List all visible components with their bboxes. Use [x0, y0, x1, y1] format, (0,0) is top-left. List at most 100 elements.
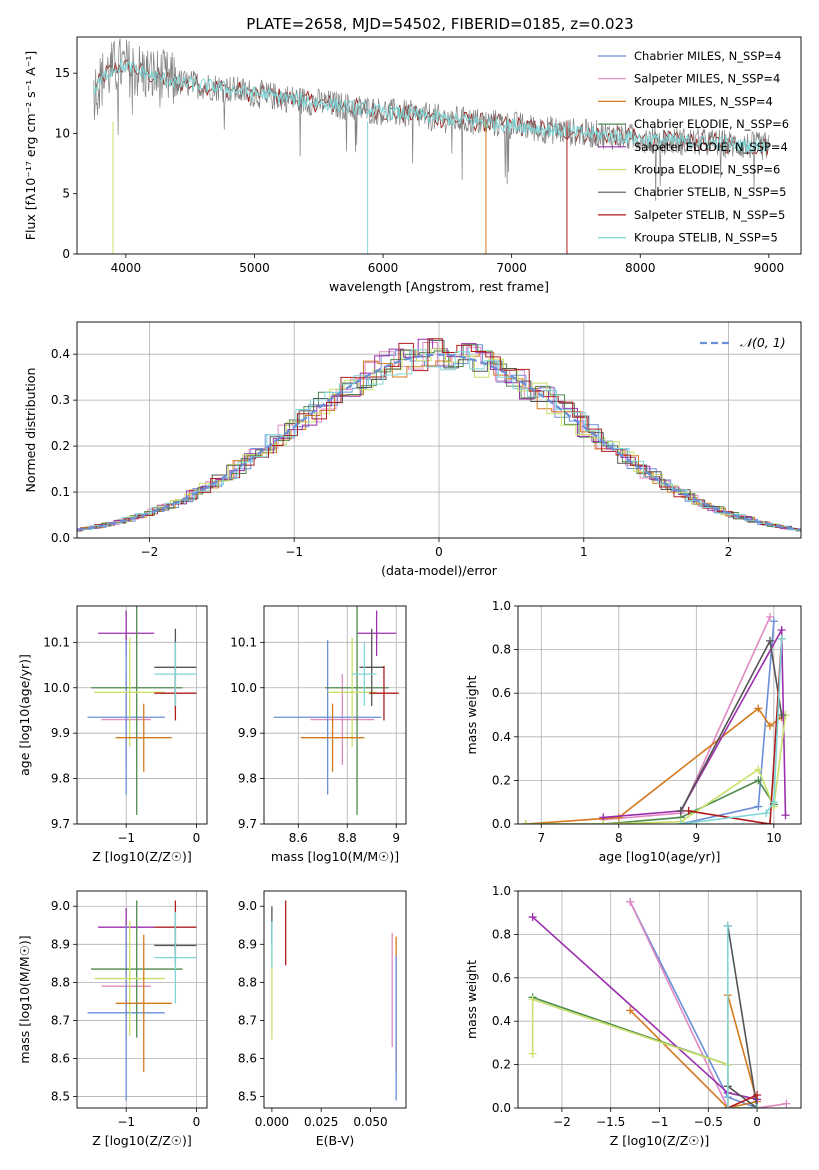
y-tick-label: 10 — [55, 126, 70, 140]
legend-label: Kroupa MILES, N_SSP=4 — [634, 94, 773, 108]
data-point-marker — [528, 995, 537, 1004]
y-tick-label: 8.6 — [238, 1052, 257, 1066]
data-point-marker — [777, 625, 786, 634]
errorbar-group — [273, 606, 399, 815]
legend-label: Salpeter MILES, N_SSP=4 — [634, 72, 780, 86]
axes-frame — [263, 605, 407, 825]
legend: Chabrier MILES, N_SSP=4 Salpeter MILES, N… — [598, 49, 789, 245]
legend-label: Chabrier MILES, N_SSP=4 — [634, 49, 781, 63]
x-axis-label: Z [log10(Z/Z☉)] — [610, 1133, 710, 1148]
series-line — [727, 925, 758, 1108]
histogram-step — [77, 338, 801, 532]
y-axis-label: age [log10(age/yr)] — [17, 654, 32, 776]
y-tick-label: 0 — [62, 247, 70, 261]
series-line — [525, 707, 783, 824]
x-tick-label: 0 — [435, 545, 443, 559]
data-point-marker — [528, 913, 537, 922]
x-tick-label: 0 — [193, 1115, 201, 1129]
data-point-marker — [723, 921, 732, 930]
axes-frame — [76, 605, 208, 825]
y-tick-label: 0.0 — [51, 531, 70, 545]
x-tick-label: 9000 — [754, 261, 785, 275]
series-line — [525, 714, 787, 824]
y-tick-label: 0.2 — [51, 439, 70, 453]
data-point-marker — [753, 1104, 762, 1108]
y-tick-label: 8.8 — [51, 975, 70, 989]
panel-age-vs-mass: 8.6 8.8 9 9.7 9.8 9.9 10.0 10.1 mass [log10(M/M☉… — [230, 605, 407, 864]
series-line — [688, 638, 783, 824]
y-tick-label: 0.6 — [492, 686, 511, 700]
axes-frame — [76, 890, 208, 1109]
y-tick-label: 15 — [55, 66, 70, 80]
x-axis-label: (data-model)/error — [381, 563, 498, 578]
x-tick-label: 0 — [753, 1115, 761, 1129]
histogram-group — [77, 338, 801, 532]
data-point-marker — [765, 721, 774, 730]
x-tick-label: −0.5 — [694, 1115, 723, 1129]
series-line — [629, 901, 787, 1108]
x-tick-label: 7 — [537, 831, 545, 845]
series-line — [629, 901, 758, 1108]
x-axis-label: E(B-V) — [316, 1133, 355, 1148]
normal-curve — [77, 353, 801, 532]
x-axis-label: age [log10(age/yr)] — [599, 849, 721, 864]
panel-age-vs-metallicity: −1 0 9.7 9.8 9.9 10.0 10.1 Z [log10(Z/Z☉)] age [… — [17, 605, 208, 864]
legend-label: Salpeter ELODIE, N_SSP=4 — [634, 140, 788, 154]
x-tick-label: 0.025 — [304, 1115, 338, 1129]
y-tick-label: 9.7 — [51, 817, 70, 831]
y-tick-label: 10.0 — [230, 681, 257, 695]
y-axis-label: mass [log10(M/M☉)] — [17, 935, 32, 1063]
x-tick-label: 5000 — [239, 261, 270, 275]
data-point-marker — [676, 806, 685, 815]
spectrum-lines — [93, 38, 770, 254]
x-tick-label: 7000 — [496, 261, 527, 275]
panel-massweight-vs-age: 7 8 9 10 0.0 0.2 0.4 0.6 0.8 1.0 age [log10(age/yr… — [464, 599, 802, 864]
data-point-marker — [769, 617, 778, 626]
data-point-marker — [723, 1104, 732, 1108]
y-axis-label: mass weight — [464, 960, 479, 1039]
x-tick-label: −2 — [141, 545, 159, 559]
legend-label: Kroupa STELIB, N_SSP=5 — [634, 231, 778, 245]
x-axis-label: mass [log10(M/M☉)] — [271, 849, 399, 864]
series-group — [521, 612, 790, 824]
data-point-marker — [521, 820, 530, 824]
x-axis-label: Z [log10(Z/Z☉)] — [92, 1133, 192, 1148]
y-tick-label: 9.0 — [238, 899, 257, 913]
panel-massweight-vs-metallicity: −2 −1.5 −1 −0.5 0 0.0 0.2 0.4 0.6 0.8 1.0 Z [log10(… — [464, 884, 802, 1148]
y-tick-label: 0.4 — [492, 730, 511, 744]
x-tick-label: 8 — [615, 831, 623, 845]
series-line — [727, 925, 758, 1108]
y-tick-label: 9.9 — [51, 726, 70, 740]
legend-label: Salpeter STELIB, N_SSP=5 — [634, 208, 785, 222]
y-tick-label: 0.3 — [51, 393, 70, 407]
data-point-marker — [754, 776, 763, 785]
errorbar-group — [87, 900, 197, 1101]
y-tick-label: 8.7 — [238, 1013, 257, 1027]
data-point-marker — [765, 612, 774, 621]
data-point-marker — [777, 711, 786, 719]
y-tick-label: 10.1 — [43, 635, 70, 649]
y-tick-label: 10.0 — [43, 681, 70, 695]
data-point-marker — [762, 809, 771, 818]
axes-frame — [76, 36, 802, 255]
x-tick-label: −1 — [117, 1115, 135, 1129]
x-tick-label: −1 — [651, 1115, 669, 1129]
errorbar-group — [271, 900, 397, 1101]
x-tick-label: −1.5 — [596, 1115, 625, 1129]
x-tick-label: 10 — [766, 831, 781, 845]
series-line — [531, 998, 758, 1108]
y-tick-label: 0.4 — [51, 347, 70, 361]
series-line — [629, 994, 759, 1108]
data-point-marker — [765, 820, 774, 824]
panel-residuals: −2 −1 0 1 2 0.0 0.1 0.2 0.3 0.4 (data-model)/error… — [23, 321, 802, 578]
y-tick-label: 0.2 — [492, 773, 511, 787]
series-line — [727, 1094, 758, 1108]
errorbar-group — [87, 606, 197, 815]
data-point-marker — [684, 806, 693, 815]
y-axis-label: Normed distribution — [23, 368, 38, 493]
axes-frame — [263, 890, 407, 1109]
data-point-marker — [528, 1049, 537, 1058]
y-tick-label: 0.8 — [492, 927, 511, 941]
data-point-marker — [754, 704, 763, 713]
